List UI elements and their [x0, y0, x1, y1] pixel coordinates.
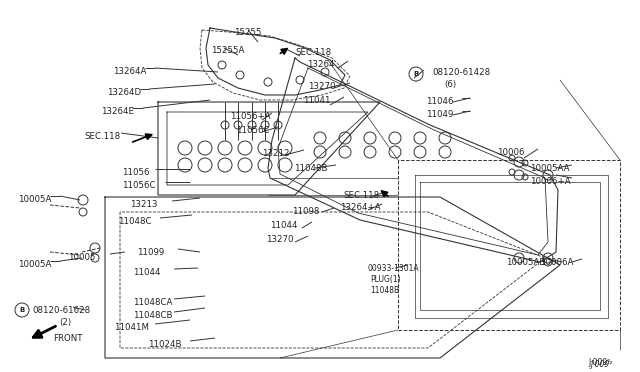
Text: 08120-61628: 08120-61628 [32, 306, 90, 315]
Text: 13264A: 13264A [113, 67, 147, 76]
Text: 08120-61428: 08120-61428 [432, 68, 490, 77]
Text: 11056: 11056 [122, 168, 150, 177]
Text: 10005A: 10005A [18, 195, 51, 204]
Text: 10005AA: 10005AA [530, 164, 570, 173]
Text: B: B [413, 71, 419, 77]
Text: (6): (6) [444, 80, 456, 89]
Text: PLUG(1): PLUG(1) [370, 275, 401, 284]
Text: 11044: 11044 [133, 268, 161, 277]
Text: 10005A: 10005A [18, 260, 51, 269]
Text: 11048CB: 11048CB [133, 311, 173, 320]
Text: 13264D: 13264D [107, 88, 141, 97]
Text: SEC.118: SEC.118 [295, 48, 331, 57]
Text: 11099: 11099 [137, 248, 164, 257]
Text: (2): (2) [59, 318, 71, 327]
Text: 11048CA: 11048CA [133, 298, 172, 307]
Text: 11056C: 11056C [122, 181, 156, 190]
Text: 00933-1301A: 00933-1301A [367, 264, 419, 273]
Text: SEC.118: SEC.118 [343, 191, 379, 200]
Text: 13270: 13270 [308, 82, 335, 91]
Text: 11056+A: 11056+A [230, 112, 271, 121]
Text: 11046: 11046 [426, 97, 454, 106]
Text: 11024B: 11024B [148, 340, 182, 349]
Text: 11049: 11049 [426, 110, 453, 119]
Text: 11044: 11044 [270, 221, 298, 230]
Text: 11048B: 11048B [294, 164, 328, 173]
Text: 13212: 13212 [262, 149, 289, 158]
Text: 10006A: 10006A [540, 258, 573, 267]
Text: 11041M: 11041M [114, 323, 149, 332]
Text: 13270: 13270 [266, 235, 294, 244]
Text: J·009²: J·009² [588, 358, 611, 367]
Text: 11056C: 11056C [236, 126, 269, 135]
Text: 11041: 11041 [303, 96, 330, 105]
Text: B: B [19, 308, 24, 314]
Text: FRONT: FRONT [53, 334, 83, 343]
Text: 11048C: 11048C [118, 217, 152, 226]
Text: 15255: 15255 [234, 28, 262, 37]
Text: J·009²: J·009² [590, 360, 612, 369]
Text: 13213: 13213 [130, 200, 157, 209]
Text: 15255A: 15255A [211, 46, 244, 55]
Text: SEC.118: SEC.118 [84, 132, 120, 141]
Text: 10006: 10006 [497, 148, 525, 157]
Text: 13264E: 13264E [101, 107, 134, 116]
Text: 13264+A: 13264+A [340, 203, 381, 212]
Text: 13264: 13264 [307, 60, 335, 69]
Text: 10005AB: 10005AB [506, 258, 545, 267]
Text: 11098: 11098 [292, 207, 319, 216]
Text: 10005: 10005 [68, 253, 95, 262]
Text: 11048B: 11048B [370, 286, 399, 295]
Text: 10006+A: 10006+A [530, 177, 571, 186]
